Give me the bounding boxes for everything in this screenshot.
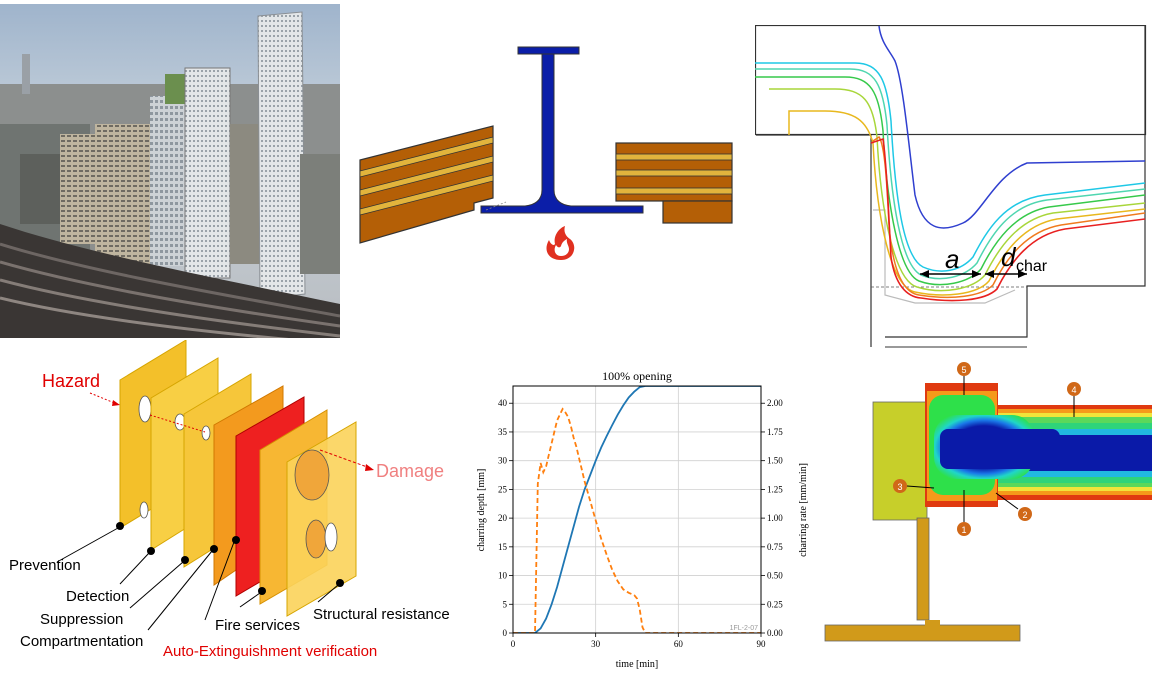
y-left-tick-label: 20 [498,513,508,523]
suppression-label: Suppression [40,611,123,628]
svg-text:1: 1 [961,525,966,535]
y-right-tick-label: 1.25 [767,484,783,494]
detection-label: Detection [66,588,129,605]
structural-resistance-label: Structural resistance [313,606,450,623]
charring-contour-diagram: a d char [755,25,1152,348]
left-timber-panel [359,125,494,244]
x-tick-label: 30 [591,639,601,649]
y-axis-left-label: charring depth [mm] [476,469,487,552]
layer-structural-resistance [286,421,357,617]
chart-watermark: 1FL-2-07 [730,625,759,632]
y-left-tick-label: 10 [498,571,508,581]
marker-3: 3 [893,479,935,493]
auto-extinguishment-label: Auto-Extinguishment verification [163,643,377,660]
fire-icon [546,226,575,260]
y-right-tick-label: 0.75 [767,542,783,552]
hazard-label: Hazard [42,371,100,391]
chart-ticks: 0 30 60 90 0 5 10 15 20 25 30 35 40 0.00 0.25 0.50 0.75 1… [498,398,783,649]
x-tick-label: 90 [757,639,767,649]
label-a: a [945,244,959,274]
steel-timber-connection-diagram [356,40,736,270]
y-right-tick-label: 2.00 [767,398,783,408]
damage-label: Damage [376,461,444,481]
chart-grid [512,386,762,634]
fire-services-label: Fire services [215,617,300,634]
compartmentation-label: Compartmentation [20,633,143,650]
y-left-tick-label: 30 [498,456,508,466]
building-photo [0,4,340,338]
y-right-tick-label: 0.00 [767,628,783,638]
marker-5: 5 [957,362,971,395]
y-left-tick-label: 15 [498,542,508,552]
y-right-tick-label: 1.75 [767,427,783,437]
charring-chart: 0 30 60 90 0 5 10 15 20 25 30 35 40 0.00 0.25 0.50 0.75 1… [470,362,816,678]
steel-i-section [480,46,644,214]
x-axis-label: time [min] [616,659,659,670]
y-right-tick-label: 0.50 [767,571,783,581]
y-left-tick-label: 40 [498,398,508,408]
svg-text:3: 3 [897,482,902,492]
swiss-cheese-model: Hazard Damage Prevention Detection S [0,340,470,678]
y-right-tick-label: 1.00 [767,513,783,523]
right-timber-panel [615,142,733,224]
series-charring-rate-line [513,407,761,633]
svg-text:2: 2 [1022,510,1027,520]
svg-text:5: 5 [961,365,966,375]
y-axis-right-label: charring rate [mm/min] [798,463,809,557]
y-left-tick-label: 25 [498,484,508,494]
series-charring-depth-line [513,386,761,633]
y-right-tick-label: 1.50 [767,456,783,466]
y-left-tick-label: 5 [503,599,508,609]
thermal-section-diagram: 5 4 3 1 2 [820,355,1152,678]
x-tick-label: 60 [674,639,684,649]
marker-4: 4 [1067,382,1081,417]
label-dchar-subscript: char [1016,258,1048,275]
chart-title: 100% opening [602,369,672,383]
svg-text:4: 4 [1071,385,1076,395]
y-left-tick-label: 0 [503,628,508,638]
marker-1: 1 [957,490,971,536]
marker-2: 2 [995,492,1032,521]
label-dchar: d [1001,242,1017,272]
chart-frame [512,385,762,634]
y-left-tick-label: 35 [498,427,508,437]
y-right-tick-label: 0.25 [767,599,783,609]
chart-series [513,386,761,633]
prevention-label: Prevention [9,557,81,574]
x-tick-label: 0 [511,639,516,649]
